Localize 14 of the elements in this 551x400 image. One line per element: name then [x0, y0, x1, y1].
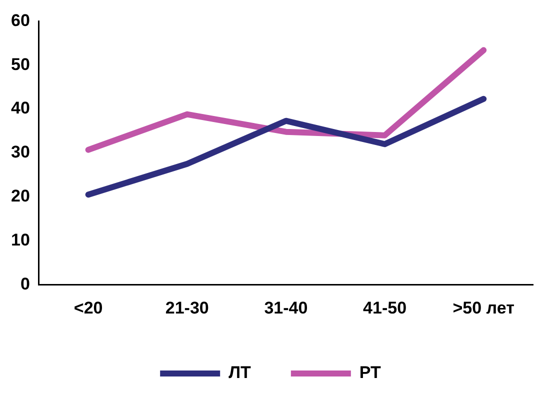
- y-tick-label: 20: [10, 186, 30, 206]
- y-tick-label: 0: [20, 274, 30, 294]
- y-tick-label: 50: [10, 54, 30, 74]
- y-tick-label: 40: [10, 98, 30, 118]
- x-tick-label: 21-30: [165, 298, 209, 318]
- x-tick-label: 31-40: [264, 298, 308, 318]
- x-tick-label: >50 лет: [452, 298, 514, 318]
- y-tick-label: 10: [10, 230, 30, 250]
- x-tick-label: <20: [74, 298, 103, 318]
- x-tick-label: 41-50: [363, 298, 407, 318]
- y-tick-label: 60: [10, 10, 30, 30]
- legend-label: РТ: [359, 363, 382, 382]
- y-tick-label: 30: [10, 142, 30, 162]
- legend-label: ЛТ: [228, 363, 252, 382]
